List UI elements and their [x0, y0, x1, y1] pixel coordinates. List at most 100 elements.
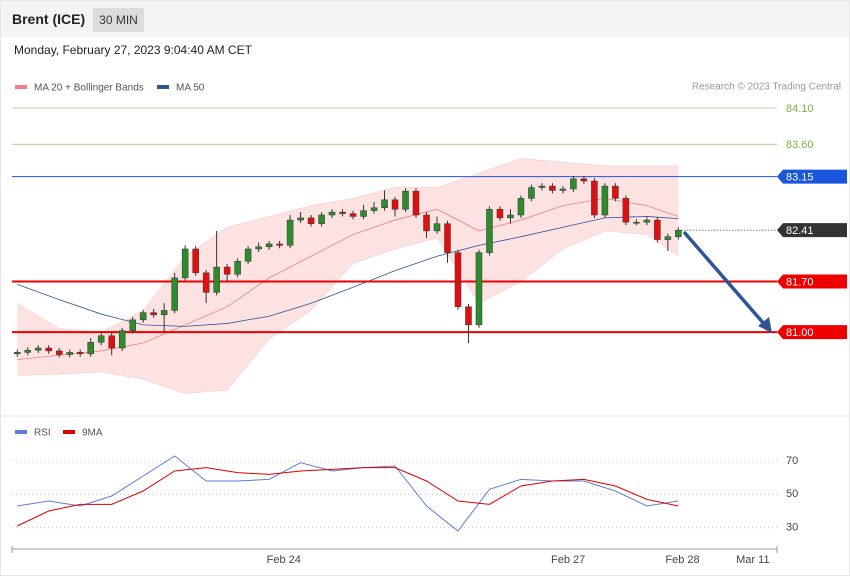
candle-body [297, 217, 304, 221]
candle-body [391, 199, 399, 210]
legend-swatch [15, 430, 27, 434]
candle-body [129, 319, 136, 331]
candle-body [528, 187, 535, 199]
candle-body [601, 185, 609, 216]
indicator-line [17, 467, 679, 527]
candle-body [87, 342, 94, 355]
candle-body [591, 180, 598, 216]
legend-label: RSI [34, 428, 51, 439]
candle-body [97, 335, 105, 343]
candle-body [633, 221, 640, 224]
candle-body [454, 252, 462, 308]
band-edge [17, 158, 679, 333]
candle-body [223, 266, 231, 275]
level-label-box [777, 325, 847, 340]
candle-body [24, 349, 31, 353]
candle-body [612, 185, 619, 199]
candle-body [213, 266, 220, 293]
header-bar: Brent (ICE) 30 MIN [1, 1, 849, 37]
candle-body [444, 223, 451, 253]
candle-body [549, 185, 556, 191]
candle-body [339, 211, 346, 214]
timeframe-button[interactable]: 30 MIN [93, 8, 144, 32]
y-tick-label: 50 [786, 488, 798, 500]
band-edge [17, 230, 679, 394]
candle-body [255, 246, 262, 250]
arrow-shaft [682, 230, 767, 327]
candle-body [675, 229, 682, 237]
candle-body [192, 248, 199, 274]
indicator-line [17, 455, 679, 532]
legend-swatch [157, 85, 169, 89]
candle-body [244, 248, 252, 262]
candle-body [45, 347, 52, 352]
candle-body [13, 352, 21, 355]
arrow-head [758, 317, 772, 333]
x-tick-label: Feb 27 [551, 554, 585, 566]
candle-body [538, 185, 546, 188]
level-label: 82.41 [786, 225, 814, 237]
candle-body [349, 213, 357, 217]
level-label-box [777, 274, 847, 289]
legend-swatch [63, 430, 75, 434]
candle-body [286, 219, 294, 246]
candle-body [664, 236, 672, 240]
candle-body [66, 352, 73, 355]
candle-body [171, 277, 178, 311]
y-tick-label: 70 [786, 455, 798, 467]
candle-body [360, 210, 367, 217]
bollinger-band [17, 158, 679, 394]
candle-body [423, 214, 430, 232]
candle-body [150, 312, 157, 316]
candle-body [402, 190, 409, 210]
credit: Research © 2023 Trading Central [692, 82, 841, 93]
candle-body [475, 252, 483, 326]
candle-body [559, 188, 567, 191]
y-tick-label: 30 [786, 522, 798, 534]
candle-body [108, 335, 115, 349]
candle-body [160, 310, 168, 316]
candle-body [570, 178, 577, 190]
level-label: 81.70 [786, 276, 814, 288]
candle-body [580, 178, 588, 182]
forecast-arrow [682, 230, 772, 333]
level-label: 81.00 [786, 327, 814, 339]
candle-body [76, 352, 84, 355]
candle-body [643, 219, 651, 223]
x-tick-label: Feb 24 [267, 554, 301, 566]
candle-body [654, 219, 661, 240]
level-label-box [777, 223, 847, 238]
candle-body [622, 198, 630, 223]
moving-average [17, 197, 679, 361]
legend-swatch [15, 85, 27, 89]
legend-label: MA 50 [176, 83, 205, 94]
candle-body [234, 261, 241, 275]
legend-label: MA 20 + Bollinger Bands [34, 83, 144, 94]
level-label: 83.60 [786, 139, 814, 151]
x-tick-label: Feb 28 [665, 554, 699, 566]
candle-body [507, 214, 514, 219]
x-tick-label: Mar 11 [736, 554, 769, 566]
candle-body [34, 347, 42, 351]
legend-label: 9MA [82, 428, 103, 439]
candle-body [307, 217, 315, 224]
candle-body [381, 199, 388, 209]
candle-body [139, 312, 147, 321]
level-label-box [777, 169, 847, 184]
candle-body [370, 207, 378, 211]
candle-body [55, 350, 63, 355]
candle-body [328, 211, 336, 216]
candle-body [465, 306, 472, 326]
candle-body [517, 198, 525, 216]
instrument-title: Brent (ICE) [12, 11, 86, 27]
timestamp: Monday, February 27, 2023 9:04:40 AM CET [14, 43, 252, 57]
candle-body [496, 208, 504, 219]
candle-body [202, 272, 210, 293]
candle-body [433, 223, 441, 232]
candle-body [318, 214, 325, 224]
candle-body [276, 243, 283, 246]
candle-body [265, 243, 273, 248]
candle-body [412, 190, 420, 216]
